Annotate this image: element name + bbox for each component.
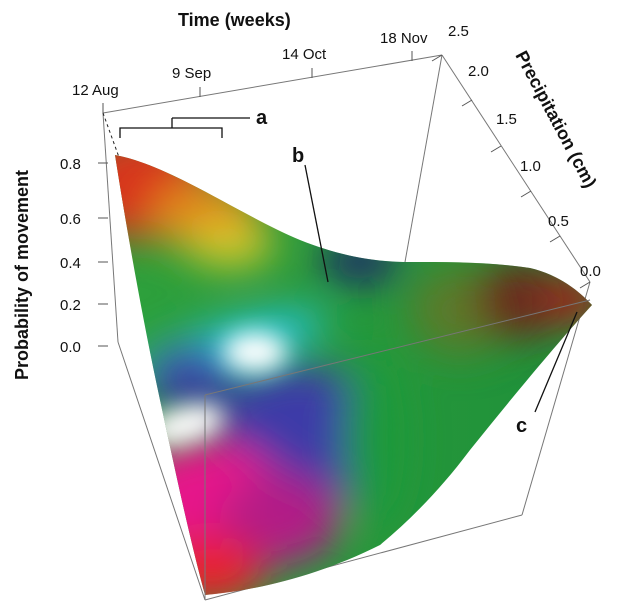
prob-tick-label: 0.8 bbox=[60, 156, 81, 173]
precip-tick-label: 2.0 bbox=[468, 63, 489, 80]
prob-tick-label: 0.0 bbox=[60, 339, 81, 356]
prob-tick-label: 0.4 bbox=[60, 255, 81, 272]
annotation-label-c: c bbox=[516, 415, 527, 437]
precip-tick-label: 0.0 bbox=[580, 263, 601, 280]
time-tick-label: 9 Sep bbox=[172, 65, 211, 82]
time-tick-label: 12 Aug bbox=[72, 82, 119, 99]
time-tick-label: 14 Oct bbox=[282, 46, 327, 63]
prob-tick-label: 0.6 bbox=[60, 211, 81, 228]
precip-tick-label: 0.5 bbox=[548, 213, 569, 230]
precip-tick-label: 2.5 bbox=[448, 23, 469, 40]
box-front-edges bbox=[204, 299, 591, 600]
annotation-b: b bbox=[292, 145, 329, 283]
annotation-label-a: a bbox=[256, 107, 268, 129]
precipitation-axis: 0.0 0.5 1.0 1.5 2.0 2.5 Precipitation (c… bbox=[431, 23, 601, 289]
precip-tick-label: 1.0 bbox=[520, 158, 541, 175]
prob-tick-label: 0.2 bbox=[60, 297, 81, 314]
time-tick-label: 18 Nov bbox=[380, 30, 428, 47]
precip-tick-label: 1.5 bbox=[496, 111, 517, 128]
prob-axis-title: Probability of movement bbox=[12, 170, 32, 380]
probability-axis: 0.0 0.2 0.4 0.6 0.8 Probability of movem… bbox=[12, 156, 108, 380]
annotation-c: c bbox=[516, 311, 578, 437]
time-axis-title: Time (weeks) bbox=[178, 10, 291, 30]
annotation-label-b: b bbox=[292, 145, 304, 167]
time-axis: 12 Aug 9 Sep 14 Oct 18 Nov Time (weeks) bbox=[72, 10, 428, 113]
annotation-a: a bbox=[119, 107, 268, 138]
probability-surface bbox=[115, 155, 592, 595]
